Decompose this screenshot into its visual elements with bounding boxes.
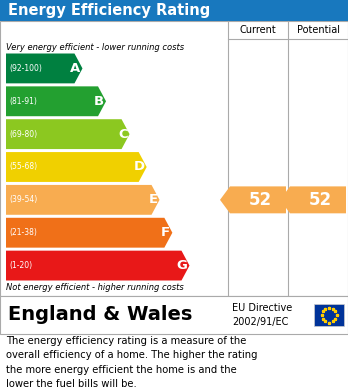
Bar xyxy=(0,0,348,21)
Text: F: F xyxy=(161,226,171,239)
Text: A: A xyxy=(70,62,80,75)
Polygon shape xyxy=(280,187,346,213)
Text: (81-91): (81-91) xyxy=(9,97,37,106)
Text: EU Directive
2002/91/EC: EU Directive 2002/91/EC xyxy=(232,303,292,327)
Text: C: C xyxy=(118,127,128,141)
Polygon shape xyxy=(6,119,129,149)
Text: E: E xyxy=(148,194,158,206)
Text: Current: Current xyxy=(240,25,276,35)
Bar xyxy=(314,304,344,326)
Bar xyxy=(0,21,348,296)
Text: (21-38): (21-38) xyxy=(9,228,37,237)
Text: Potential: Potential xyxy=(296,25,340,35)
Text: England & Wales: England & Wales xyxy=(8,305,192,325)
Text: (55-68): (55-68) xyxy=(9,163,37,172)
Text: D: D xyxy=(134,160,145,174)
Text: B: B xyxy=(94,95,104,108)
Polygon shape xyxy=(6,218,172,248)
Text: (39-54): (39-54) xyxy=(9,196,37,204)
Text: 52: 52 xyxy=(309,191,332,209)
Text: (92-100): (92-100) xyxy=(9,64,42,73)
Polygon shape xyxy=(6,54,82,83)
Text: 52: 52 xyxy=(249,191,272,209)
Text: Not energy efficient - higher running costs: Not energy efficient - higher running co… xyxy=(6,283,184,292)
Bar xyxy=(0,296,348,334)
Text: The energy efficiency rating is a measure of the
overall efficiency of a home. T: The energy efficiency rating is a measur… xyxy=(6,336,258,389)
Polygon shape xyxy=(6,251,189,280)
Polygon shape xyxy=(6,152,147,182)
Polygon shape xyxy=(220,187,286,213)
Text: (69-80): (69-80) xyxy=(9,130,37,139)
Text: Very energy efficient - lower running costs: Very energy efficient - lower running co… xyxy=(6,43,184,52)
Text: Energy Efficiency Rating: Energy Efficiency Rating xyxy=(8,3,210,18)
Polygon shape xyxy=(6,185,159,215)
Text: G: G xyxy=(176,259,188,272)
Polygon shape xyxy=(6,86,106,116)
Text: (1-20): (1-20) xyxy=(9,261,32,270)
